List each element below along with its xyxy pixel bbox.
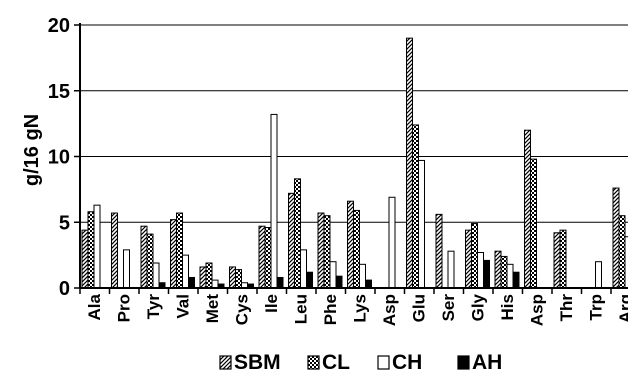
x-tick-label: Thr (557, 294, 576, 322)
bars (81, 37, 628, 289)
gridlines (80, 24, 628, 223)
y-tick-label: 20 (48, 15, 70, 37)
bar-ch (447, 250, 455, 289)
bar-ah (306, 271, 313, 289)
x-tick-labels: Ala Pro Tyr Val Met Cys Ile Leu Phe Lys Asp Glu Ser G… (85, 293, 628, 326)
x-tick-label: Cys (232, 294, 251, 325)
x-tick-label: Asp (380, 294, 399, 326)
y-tick-label: 0 (59, 278, 70, 300)
bar-cl (353, 209, 360, 289)
x-tick-label: Asp (527, 294, 546, 326)
bar-cl (530, 158, 537, 289)
bar-ch (329, 261, 337, 289)
bar-sbm (140, 225, 148, 289)
bar-sbm (170, 219, 177, 289)
bar-sbm (494, 250, 502, 289)
bar-sbm (524, 129, 531, 289)
y-tick-labels: 0 5 10 15 20 (48, 15, 70, 300)
bar-cl (205, 262, 213, 289)
bar-ch (388, 196, 396, 289)
y-axis-label: g/16 gN (21, 114, 43, 186)
bar-ch (152, 262, 160, 289)
bar-cl (87, 211, 95, 289)
bar-ch (506, 263, 514, 289)
x-tick-label: Lys (350, 294, 369, 323)
x-tick-label: Gly (468, 293, 487, 321)
bar-sbm (258, 225, 266, 289)
legend-swatch-ah (457, 355, 470, 370)
bar-cl (264, 227, 272, 289)
bar-sbm (465, 229, 472, 289)
x-tick-label: Ser (439, 294, 458, 322)
x-tick-label: Ile (262, 294, 281, 313)
legend-label-ah: AH (472, 351, 502, 374)
bar-ch (123, 249, 130, 289)
x-tick-label: Val (173, 294, 192, 319)
legend-swatch-sbm (219, 355, 232, 370)
bar-cl (176, 212, 183, 289)
legend-swatch-cl (307, 355, 320, 370)
bar-sbm (199, 266, 207, 289)
bar-cl (294, 178, 301, 289)
x-tick-label: Phe (321, 294, 340, 325)
x-tick-label: Ala (85, 293, 104, 320)
axes (74, 23, 628, 294)
bar-ch (359, 263, 366, 289)
x-tick-label: Tyr (144, 294, 163, 320)
bar-cl (323, 215, 331, 289)
bar-ch (477, 251, 484, 289)
bar-cl (146, 233, 154, 289)
bar-cl (235, 269, 242, 289)
bar-ah (365, 279, 372, 289)
bar-sbm (111, 212, 118, 289)
bar-sbm (288, 192, 295, 289)
x-tick-label: His (498, 294, 517, 320)
bar-sbm (406, 37, 413, 289)
legend-swatch-ch (377, 355, 390, 370)
bar-sbm (81, 229, 89, 289)
bar-ah (188, 276, 195, 289)
bar-cl (412, 124, 419, 289)
bar-ah (512, 271, 520, 289)
bar-cl (500, 255, 508, 289)
bar-ah (335, 275, 343, 289)
bar-ah (276, 276, 284, 289)
bar-cl (618, 215, 626, 289)
bar-ch (595, 261, 602, 289)
bar-ch (211, 279, 219, 289)
bar-sbm (347, 200, 354, 289)
bar-sbm (435, 213, 443, 289)
x-tick-label: Met (203, 294, 222, 324)
x-tick-label: Leu (291, 294, 310, 324)
bar-sbm (553, 232, 561, 289)
bar-cl (559, 229, 567, 289)
y-tick-label: 10 (48, 147, 70, 169)
legend: SBM CL CH AH (219, 351, 502, 374)
bar-cl (471, 223, 478, 289)
x-tick-label: Arg (616, 294, 628, 323)
bar-ch (182, 254, 189, 289)
bar-ah (483, 259, 490, 289)
bar-ch (93, 204, 101, 289)
bar-ch (418, 159, 425, 289)
bar-sbm (317, 212, 325, 289)
bar-ch (624, 236, 628, 289)
bar-ch (270, 113, 278, 289)
x-tick-label: Pro (114, 294, 133, 322)
legend-label-sbm: SBM (234, 351, 281, 374)
legend-label-cl: CL (322, 351, 350, 374)
legend-label-ch: CH (392, 351, 422, 374)
bar-ch (300, 249, 307, 289)
bar-sbm (612, 187, 620, 289)
x-tick-label: Glu (409, 294, 428, 322)
x-tick-label: Trp (586, 294, 605, 320)
y-tick-label: 15 (48, 81, 70, 103)
y-tick-label: 5 (59, 212, 70, 234)
bar-sbm (229, 266, 236, 289)
